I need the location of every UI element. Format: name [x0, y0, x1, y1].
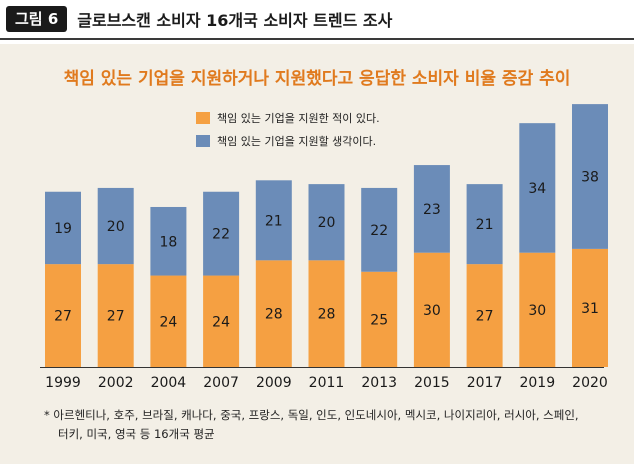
bar-segment-2009-series-1	[255, 260, 292, 367]
data-label-2002-series-2: 20	[107, 219, 125, 235]
data-label-2011-series-2: 20	[318, 215, 336, 231]
bar-segment-2017-series-1	[466, 264, 503, 367]
data-label-2002-series-1: 27	[107, 309, 125, 325]
data-label-2020-series-2: 38	[581, 170, 599, 186]
bar-segment-2015-series-2	[413, 165, 450, 253]
data-label-2007-series-1: 24	[212, 314, 230, 330]
figure-title: 글로브스캔 소비자 16개국 소비자 트렌드 조사	[77, 11, 393, 30]
bar-segment-2004-series-2	[150, 206, 187, 276]
data-label-2019-series-2: 34	[528, 181, 546, 197]
data-label-2015-series-2: 23	[423, 202, 441, 218]
bar-segment-1999-series-2	[45, 191, 81, 265]
data-label-1999-series-2: 19	[54, 221, 72, 237]
x-tick-label-2002: 2002	[98, 375, 134, 391]
bar-segment-2013-series-2	[361, 187, 398, 272]
bar-segment-2020-series-1	[572, 248, 608, 367]
bar-segment-2009-series-2	[255, 180, 292, 261]
footnote: * 아르헨티나, 호주, 브라질, 캐나다, 중국, 프랑스, 독일, 인도, …	[44, 406, 604, 444]
data-label-2013-series-1: 25	[370, 312, 388, 328]
x-tick-label-2017: 2017	[467, 375, 503, 391]
bar-segment-2007-series-2	[203, 191, 240, 276]
bar-segment-2007-series-1	[203, 275, 240, 367]
bar-segment-2019-series-2	[519, 123, 556, 253]
data-label-2017-series-2: 21	[476, 217, 494, 233]
bar-segment-2011-series-1	[308, 260, 345, 367]
bar-segment-2019-series-1	[519, 252, 556, 367]
data-label-2009-series-1: 28	[265, 307, 283, 323]
data-label-1999-series-1: 27	[54, 309, 72, 325]
data-label-2015-series-1: 30	[423, 303, 441, 319]
footnote-line-2: 터키, 미국, 영국 등 16개국 평균	[58, 427, 215, 441]
data-label-2013-series-2: 22	[370, 223, 388, 239]
data-label-2007-series-2: 22	[212, 227, 230, 243]
figure-badge: 그림 6	[6, 6, 68, 32]
legend-label-supported: 책임 있는 기업을 지원한 적이 있다.	[217, 112, 380, 125]
legend-swatch-orange	[196, 112, 210, 124]
data-label-2017-series-1: 27	[476, 309, 494, 325]
data-label-2011-series-1: 28	[318, 307, 336, 323]
legend-swatch-blue	[196, 135, 210, 147]
legend-label-intend: 책임 있는 기업을 지원할 생각이다.	[217, 135, 377, 148]
x-tick-label-2019: 2019	[519, 375, 555, 391]
footnote-line-1: * 아르헨티나, 호주, 브라질, 캐나다, 중국, 프랑스, 독일, 인도, …	[44, 408, 579, 422]
data-label-2009-series-2: 21	[265, 213, 283, 229]
bar-segment-2002-series-1	[97, 264, 134, 367]
x-tick-label-2009: 2009	[256, 375, 292, 391]
legend-item-supported: 책임 있는 기업을 지원한 적이 있다.	[196, 110, 380, 126]
bar-segment-2002-series-2	[97, 187, 134, 265]
data-label-2019-series-1: 30	[528, 303, 546, 319]
bar-segment-2004-series-1	[150, 275, 187, 367]
data-label-2020-series-1: 31	[581, 301, 599, 317]
bar-segment-2015-series-1	[413, 252, 450, 367]
x-tick-label-2011: 2011	[309, 375, 345, 391]
x-tick-label-2013: 2013	[361, 375, 397, 391]
x-tick-label-2015: 2015	[414, 375, 450, 391]
legend-item-intend: 책임 있는 기업을 지원할 생각이다.	[196, 133, 376, 149]
x-tick-label-2007: 2007	[203, 375, 239, 391]
x-tick-label-1999: 1999	[45, 375, 81, 391]
x-tick-label-2020: 2020	[572, 375, 608, 391]
figure-header: 그림 6 글로브스캔 소비자 16개국 소비자 트렌드 조사	[0, 0, 634, 38]
bar-segment-2013-series-1	[361, 271, 398, 367]
bar-segment-2017-series-2	[466, 184, 503, 265]
data-label-2004-series-1: 24	[159, 314, 177, 330]
data-label-2004-series-2: 18	[159, 234, 177, 250]
bar-segment-2020-series-2	[572, 104, 608, 249]
chart-title: 책임 있는 기업을 지원하거나 지원했다고 응답한 소비자 비율 증감 추이	[63, 69, 571, 89]
bar-segment-1999-series-1	[45, 264, 81, 367]
header-divider	[0, 38, 634, 40]
x-tick-label-2004: 2004	[151, 375, 187, 391]
bar-segment-2011-series-2	[308, 184, 345, 261]
